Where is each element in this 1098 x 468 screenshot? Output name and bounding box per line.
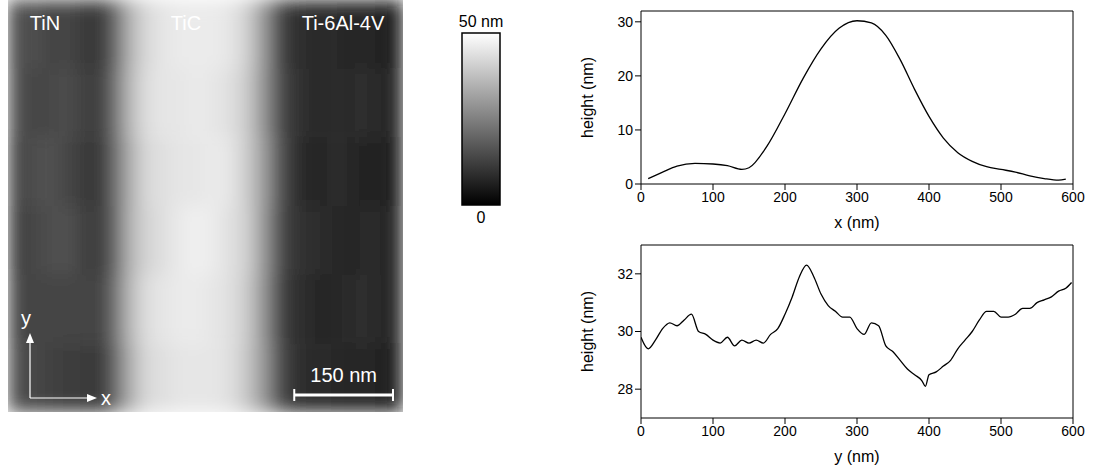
svg-text:30: 30	[617, 14, 633, 30]
svg-text:400: 400	[917, 189, 941, 205]
svg-text:10: 10	[617, 122, 633, 138]
svg-text:30: 30	[617, 323, 633, 339]
svg-text:x: x	[101, 387, 111, 409]
svg-text:0: 0	[477, 209, 486, 226]
svg-text:300: 300	[845, 423, 869, 439]
svg-text:300: 300	[845, 189, 869, 205]
svg-text:50 nm: 50 nm	[459, 13, 503, 30]
svg-text:150 nm: 150 nm	[310, 364, 377, 386]
svg-text:28: 28	[617, 381, 633, 397]
svg-text:500: 500	[989, 423, 1013, 439]
svg-text:600: 600	[1061, 189, 1085, 205]
svg-text:600: 600	[1061, 423, 1085, 439]
svg-text:500: 500	[989, 189, 1013, 205]
svg-text:0: 0	[625, 176, 633, 192]
svg-text:200: 200	[773, 189, 797, 205]
svg-text:y (nm): y (nm)	[834, 448, 879, 465]
svg-text:TiC: TiC	[171, 12, 201, 34]
svg-text:height (nm): height (nm)	[579, 57, 596, 138]
svg-text:20: 20	[617, 68, 633, 84]
svg-text:400: 400	[917, 423, 941, 439]
svg-text:Ti-6Al-4V: Ti-6Al-4V	[302, 12, 385, 34]
svg-text:0: 0	[637, 189, 645, 205]
svg-text:100: 100	[701, 423, 725, 439]
svg-text:32: 32	[617, 266, 633, 282]
svg-text:y: y	[21, 307, 31, 329]
svg-text:x (nm): x (nm)	[834, 214, 879, 231]
svg-text:height (nm): height (nm)	[579, 291, 596, 372]
svg-text:100: 100	[701, 189, 725, 205]
svg-text:0: 0	[637, 423, 645, 439]
svg-text:TiN: TiN	[30, 12, 60, 34]
svg-text:200: 200	[773, 423, 797, 439]
